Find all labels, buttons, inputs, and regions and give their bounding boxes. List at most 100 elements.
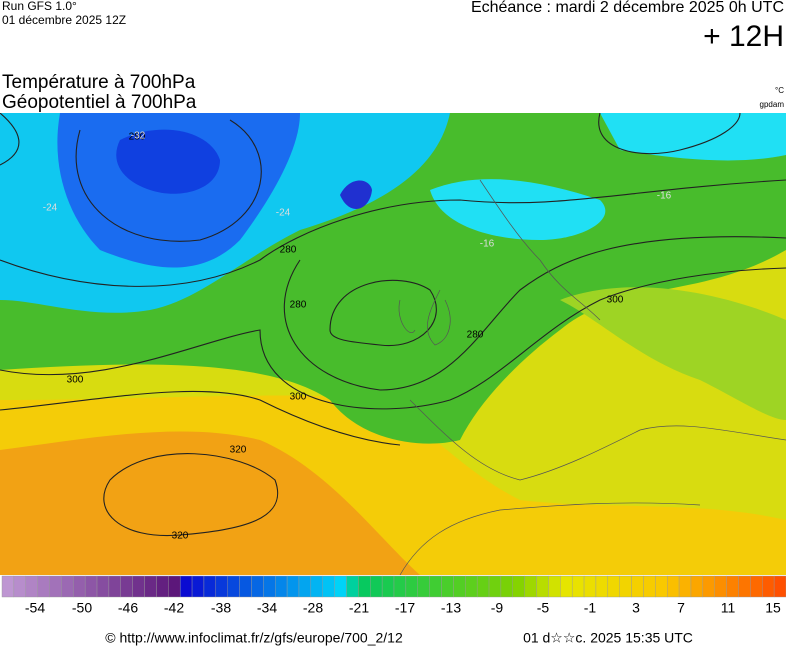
colorbar-cell [667, 575, 680, 598]
colorbar-cell [108, 575, 121, 598]
colorbar-cell [370, 575, 383, 598]
colorbar-cell [762, 575, 775, 598]
colorbar-cell [275, 575, 288, 598]
colorbar-label: -9 [491, 600, 504, 616]
contour-label: 300 [607, 295, 624, 306]
colorbar-cell [215, 575, 228, 598]
colorbar-cell [334, 575, 347, 598]
valid-label: Echéance : mardi 2 décembre 2025 0h UTC [471, 0, 784, 16]
contour-label: 320 [230, 445, 247, 456]
contour-label: 280 [467, 330, 484, 341]
contour-label: -24 [276, 208, 291, 219]
colorbar-cell [702, 575, 715, 598]
colorbar-cell [179, 575, 193, 598]
colorbar-label: -50 [72, 600, 92, 616]
run-label: Run GFS 1.0° [2, 0, 77, 13]
colorbar-cell [690, 575, 704, 598]
colorbar-cell [773, 575, 786, 598]
colorbar-cell [726, 575, 739, 598]
title-geo: Géopotentiel à 700hPa [2, 92, 197, 113]
colorbar-label: -21 [349, 600, 369, 616]
colorbar-cell [298, 575, 312, 598]
colorbar-cell [429, 575, 442, 598]
colorbar-cell [571, 575, 585, 598]
colorbar-cell [156, 575, 169, 598]
colorbar-cell [512, 575, 525, 598]
colorbar-cell [393, 575, 407, 598]
colorbar-cell [203, 575, 217, 598]
colorbar-cell [441, 575, 454, 598]
map-lightgreen [560, 287, 786, 420]
contour-label: -16 [480, 239, 495, 250]
colorbar-cell [191, 575, 205, 598]
unit-temp: °C [775, 86, 784, 95]
unit-geo: gpdam [760, 100, 785, 109]
init-label: 01 décembre 2025 12Z [2, 13, 126, 27]
colorbar-cell [678, 575, 692, 598]
colorbar-cell [251, 575, 264, 598]
colorbar-label: 3 [632, 600, 640, 616]
colorbar-cell [1, 575, 15, 598]
colorbar-label: -5 [537, 600, 550, 616]
map-cyan2 [430, 179, 606, 240]
contour-label: 320 [172, 531, 189, 542]
contour-label: -24 [43, 203, 58, 214]
colorbar-cell [346, 575, 359, 598]
colorbar-cell [263, 575, 276, 598]
colorbar-cell [61, 575, 74, 598]
colorbar-cell [381, 575, 395, 598]
colorbar-cell [84, 575, 98, 598]
contour-label: -16 [657, 191, 672, 202]
colorbar-cell [37, 575, 50, 598]
colorbar-cell [144, 575, 157, 598]
contour-label: 280 [280, 245, 297, 256]
colorbar-cell [643, 575, 656, 598]
colorbar-cell [476, 575, 490, 598]
map-cyan3 [600, 113, 786, 161]
colorbar-cell [49, 575, 62, 598]
footer-source: © http://www.infoclimat.fr/z/gfs/europe/… [105, 630, 403, 646]
colorbar-cell [120, 575, 133, 598]
map-blue-spot [340, 180, 372, 209]
colorbar-cell [607, 575, 620, 598]
colorbar-label: -46 [118, 600, 138, 616]
colorbar-cell [714, 575, 727, 598]
map-blue-dark [116, 129, 220, 194]
colorbar-cell [132, 575, 145, 598]
colorbar-cell [655, 575, 668, 598]
colorbar-cell [619, 575, 632, 598]
colorbar-cell [239, 575, 252, 598]
colorbar-cell [453, 575, 466, 598]
contour-label: 280 [129, 132, 146, 143]
colorbar-cell [310, 575, 323, 598]
colorbar-cell [548, 575, 561, 598]
colorbar-cell [417, 575, 430, 598]
colorbar-cell [96, 575, 110, 598]
contour-label: 300 [67, 375, 84, 386]
colorbar-cell [73, 575, 86, 598]
colorbar-cell [25, 575, 38, 598]
contour-label: 300 [290, 392, 307, 403]
colorbar-cell [322, 575, 335, 598]
colorbar-cell [286, 575, 300, 598]
colorbar-label: -1 [584, 600, 597, 616]
colorbar-label: 11 [721, 600, 736, 616]
colorbar-cell [358, 575, 371, 598]
colorbar-label: 15 [765, 600, 781, 616]
colorbar-cell [738, 575, 751, 598]
colorbar-label: 7 [677, 600, 685, 616]
colorbar-label: -42 [164, 600, 184, 616]
colorbar-cell [500, 575, 513, 598]
contour-label: -32 [131, 131, 146, 142]
colorbar-cell [631, 575, 644, 598]
colorbar-label: -13 [441, 600, 461, 616]
map: 280 280 280 280 300 300 300 320 320 -24 -24 -16 -16 -… [0, 113, 786, 575]
colorbar-label: -17 [395, 600, 415, 616]
colorbar-cell [227, 575, 240, 598]
coastlines [398, 179, 786, 575]
colorbar: -54 -50 -46 -42 -38 -34 -28 -21 -17 -13 -9 -5 -1 3 7 11… [1, 575, 786, 616]
title-temp: Température à 700hPa [2, 72, 196, 93]
colorbar-cell [405, 575, 418, 598]
colorbar-cell [560, 575, 573, 598]
